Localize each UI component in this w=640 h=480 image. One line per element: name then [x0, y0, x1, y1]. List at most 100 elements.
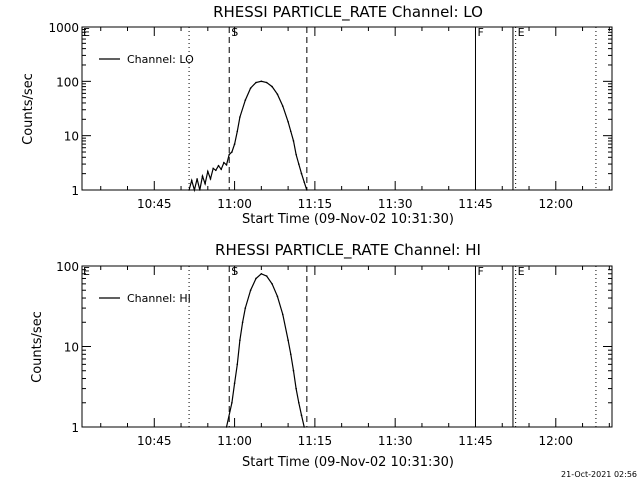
data-point-lo [223, 161, 225, 164]
data-point-hi [260, 273, 263, 275]
data-point-lo [188, 189, 190, 191]
data-point-hi [300, 414, 303, 417]
data-point-lo [303, 181, 305, 183]
data-point-hi [265, 275, 268, 277]
data-point-lo [231, 151, 233, 153]
data-point-hi [225, 426, 228, 428]
y-axis-label-lo: Counts/sec [21, 73, 36, 145]
data-point-lo [244, 99, 247, 101]
plot-area-hi: 1 10 100 10:45 11:00 11:15 11:30 11:45 12:00 S F E E… [56, 260, 613, 448]
x-tick-label-lo-3: 11:30 [378, 197, 413, 211]
legend-label-lo: Channel: LO [127, 53, 194, 66]
data-point-lo [287, 120, 289, 123]
data-point-lo [289, 130, 292, 133]
data-point-lo [207, 170, 209, 173]
data-point-lo [228, 153, 231, 156]
event-marker-label-hi-3: F [477, 265, 483, 278]
data-point-lo [306, 189, 308, 191]
x-tick-label-hi-1: 11:00 [217, 434, 252, 448]
axes-frame-hi [81, 265, 613, 428]
data-point-lo [298, 163, 300, 165]
data-point-lo [204, 183, 206, 185]
event-marker-label-lo-1: S [231, 26, 238, 39]
data-point-lo [193, 189, 196, 191]
data-point-hi [241, 321, 244, 324]
event-marker-label-lo-5: E [518, 26, 525, 39]
event-marker-label-hi-1: S [231, 265, 238, 278]
y-tick-label-hi-1: 10 [64, 341, 79, 355]
data-point-lo [209, 178, 212, 180]
data-point-hi [281, 313, 284, 316]
edge-marker-label-lo: E [83, 26, 90, 39]
y-tick-label-lo-2: 100 [56, 75, 79, 89]
data-point-hi [295, 387, 297, 390]
y-tick-label-lo-0: 1 [71, 184, 79, 198]
data-point-lo [281, 105, 284, 107]
data-point-lo [225, 164, 228, 166]
data-point-hi [255, 277, 257, 280]
axes-frame-lo [81, 26, 613, 191]
x-tick-label-lo-2: 11:15 [298, 197, 333, 211]
data-point-lo [300, 172, 303, 175]
data-line-lo-0 [188, 80, 308, 193]
data-point-hi [231, 401, 233, 404]
x-tick-label-lo-5: 12:00 [538, 197, 573, 211]
data-line-hi-0 [225, 273, 305, 428]
data-point-hi [239, 339, 241, 341]
chart-panel-lo: RHESSI PARTICLE_RATE Channel: LO Start T… [21, 3, 613, 227]
chart-panel-hi: RHESSI PARTICLE_RATE Channel: HI Start T… [30, 241, 613, 470]
x-tick-label-hi-0: 10:45 [137, 434, 172, 448]
chart-title-hi: RHESSI PARTICLE_RATE Channel: HI [215, 241, 481, 260]
data-point-lo [260, 80, 263, 83]
data-point-lo [295, 153, 297, 156]
x-tick-label-hi-4: 11:45 [458, 434, 493, 448]
y-tick-label-lo-1: 10 [64, 130, 79, 144]
y-tick-label-lo-3: 1000 [48, 21, 79, 35]
data-point-hi [287, 339, 289, 341]
data-point-lo [271, 85, 273, 88]
event-marker-label-hi-5: E [518, 265, 525, 278]
data-point-lo [196, 178, 198, 180]
data-point-lo [198, 189, 201, 191]
data-point-lo [212, 167, 214, 170]
data-point-lo [233, 143, 236, 145]
data-point-hi [276, 295, 279, 298]
chart-title-lo: RHESSI PARTICLE_RATE Channel: LO [213, 3, 483, 22]
x-tick-label-lo-1: 11:00 [217, 197, 252, 211]
data-point-lo [215, 169, 217, 172]
data-point-lo [220, 168, 222, 171]
data-point-hi [236, 363, 239, 366]
data-point-hi [303, 426, 305, 428]
x-axis-label-hi: Start Time (09-Nov-02 10:31:30) [242, 455, 454, 470]
data-point-lo [217, 164, 220, 167]
timestamp-label: 21-Oct-2021 02:56 [561, 470, 637, 479]
data-point-lo [276, 93, 279, 95]
x-tick-label-hi-3: 11:30 [378, 434, 413, 448]
data-point-lo [201, 175, 204, 177]
data-point-hi [233, 382, 236, 385]
event-marker-label-lo-3: F [477, 26, 483, 39]
x-tick-label-hi-5: 12:00 [538, 434, 573, 448]
data-point-lo [239, 116, 241, 118]
data-point-hi [289, 353, 292, 356]
data-point-lo [255, 81, 257, 84]
edge-marker-label-hi: E [83, 265, 90, 278]
data-point-lo [292, 140, 295, 142]
x-tick-label-lo-4: 11:45 [458, 197, 493, 211]
data-point-lo [236, 130, 239, 133]
data-point-hi [249, 289, 252, 292]
x-axis-label-lo: Start Time (09-Nov-02 10:31:30) [242, 212, 454, 227]
data-point-hi [292, 369, 295, 372]
data-point-lo [190, 179, 193, 182]
x-tick-label-lo-0: 10:45 [137, 197, 172, 211]
data-point-hi [244, 307, 247, 309]
y-axis-label-hi: Counts/sec [30, 311, 45, 383]
y-tick-label-hi-2: 100 [56, 260, 79, 274]
legend-label-hi: Channel: HI [127, 292, 191, 305]
data-point-lo [249, 87, 252, 89]
plot-area-lo: 1 10 100 1000 10:45 11:00 11:15 11:30 11:45 12:00… [48, 21, 613, 211]
y-tick-label-hi-0: 1 [71, 421, 79, 435]
data-point-hi [298, 401, 300, 404]
data-point-lo [265, 81, 268, 84]
